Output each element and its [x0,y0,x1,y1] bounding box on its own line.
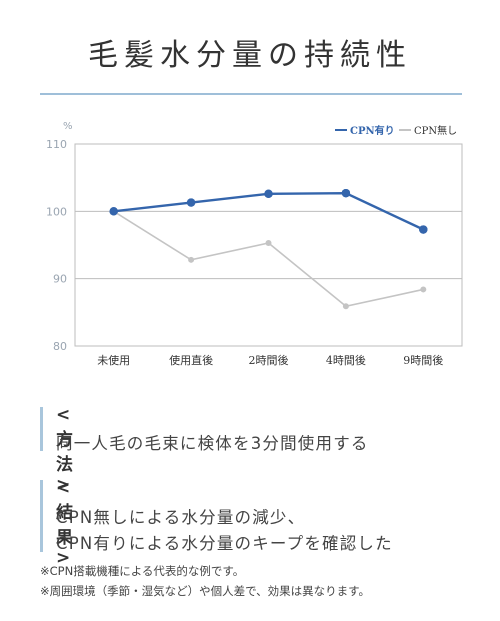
result-heading: <結果> [56,478,73,568]
x-tick-label: 使用直後 [169,353,213,367]
footnote-1: ※CPN搭載機種による代表的な例です。 [40,564,245,578]
method-text: 同一人毛の毛束に検体を3分間使用する [56,434,369,453]
data-point-cpn-top [419,225,428,234]
series-line-no-cpn [113,210,424,308]
page-title: 毛髪水分量の持続性 [88,38,412,73]
method-accent-bar [40,407,43,451]
x-tick-label: 未使用 [97,354,130,367]
data-point-no-cpn [265,239,272,246]
y-tick-label: 100 [46,205,67,218]
moisture-line-chart: 80 90 100 110% 未使用 使用直後 2時間後 4時間後 9時間後 CPN有り CPN無し [46,121,463,367]
data-point-no-cpn [342,303,349,310]
title-divider [40,93,462,95]
data-point-cpn-top [264,189,273,199]
data-point-no-cpn [420,286,427,293]
result-accent-bar [40,480,43,552]
method-heading: <方法> [56,405,73,495]
data-point-cpn-top [109,207,118,216]
y-tick-label: 90 [53,273,67,286]
legend-label-cpn: CPN有り [350,124,395,137]
x-tick-label: 2時間後 [249,353,289,367]
y-axis-unit: % [63,121,73,132]
result-line-2: CPN有りによる水分量のキープを確認した [56,534,393,553]
x-tick-label: 9時間後 [403,353,443,367]
result-line-1: CPN無しによる水分量の減少、 [56,508,306,527]
legend-label-no-cpn: CPN無し [414,124,457,137]
footnote-2: ※周囲環境（季節・湿気など）や個人差で、効果は異なります。 [40,584,371,598]
x-tick-label: 4時間後 [326,353,366,367]
data-point-no-cpn [188,256,195,263]
data-point-cpn-top [341,188,351,198]
data-point-cpn-top [186,198,196,207]
y-tick-label: 80 [53,340,67,353]
y-tick-label: 110 [46,138,67,151]
